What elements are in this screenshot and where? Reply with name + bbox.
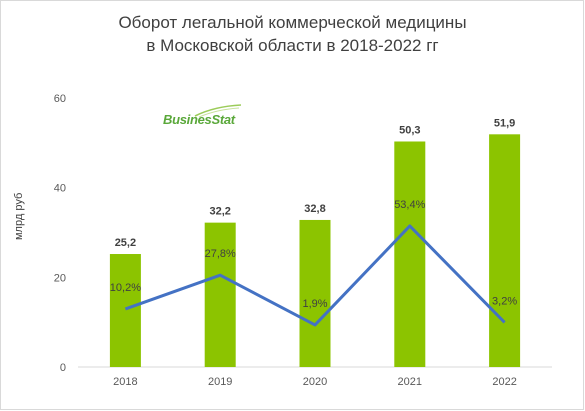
bar (299, 219, 331, 367)
bar-value-label: 32,2 (209, 206, 230, 218)
y-tick-label: 20 (54, 272, 66, 284)
growth-value-label: 53,4% (394, 199, 425, 211)
businesstat-logo: BusinesStat (163, 104, 242, 127)
y-tick-label: 60 (54, 93, 66, 105)
bar-value-label: 51,9 (494, 117, 515, 129)
growth-value-label: 27,8% (205, 248, 236, 260)
growth-value-label: 1,9% (302, 298, 327, 310)
x-tick-label: 2019 (208, 376, 232, 388)
bar (489, 134, 521, 367)
chart-title-line-2: в Московской области в 2018-2022 гг (146, 36, 439, 55)
logo-text: BusinesStat (163, 112, 235, 127)
logo-swoosh-icon (194, 104, 242, 118)
bar (204, 222, 236, 367)
bar-value-label: 50,3 (399, 124, 420, 136)
bar-value-label: 25,2 (115, 237, 136, 249)
bar (394, 141, 426, 367)
x-tick-label: 2018 (113, 376, 137, 388)
growth-line (124, 224, 506, 327)
x-tick-label: 2021 (398, 376, 422, 388)
chart-title-line-1: Оборот легальной коммерческой медицины (118, 13, 467, 32)
bar-value-label: 32,8 (304, 203, 325, 215)
growth-value-label: 10,2% (110, 282, 141, 294)
x-tick-label: 2022 (492, 376, 516, 388)
x-tick-label: 2020 (303, 376, 327, 388)
growth-value-label: 3,2% (492, 295, 517, 307)
y-tick-label: 0 (60, 362, 66, 374)
bar (109, 254, 141, 367)
y-tick-label: 40 (54, 183, 66, 195)
